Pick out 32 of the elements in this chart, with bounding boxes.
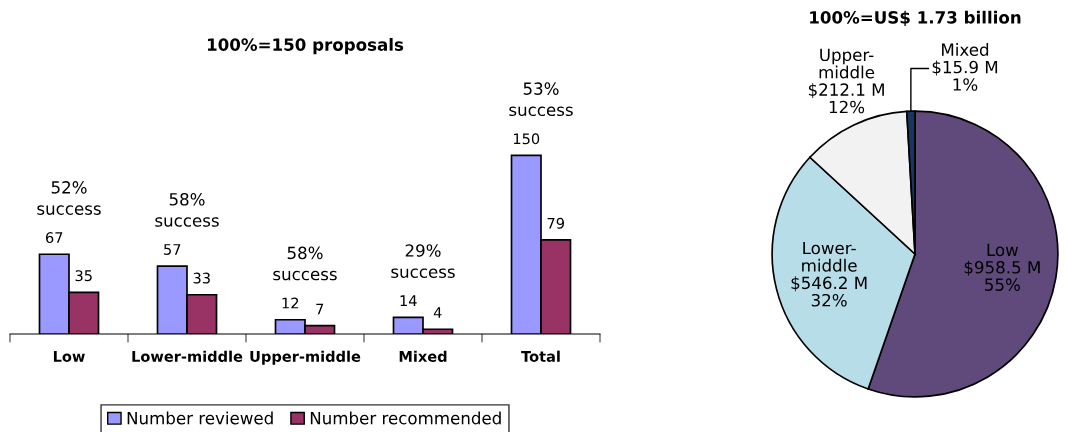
data-label: 14 xyxy=(400,295,417,306)
data-label: 33 xyxy=(193,272,210,284)
data-label: 7 xyxy=(316,303,324,315)
data-label: $958.5 M 55% xyxy=(964,260,1040,291)
data-label: $546.2 M 32% xyxy=(791,276,867,307)
data-label: 35 xyxy=(75,270,92,282)
slice-label: Lower-middle xyxy=(802,241,857,272)
data-label: 79 xyxy=(547,217,564,229)
data-label: 4 xyxy=(433,307,442,318)
slice-label: Low xyxy=(987,243,1019,257)
data-label: 67 xyxy=(45,232,63,244)
annotation: 58% success xyxy=(273,246,337,281)
chart-title: 100%=150 proposals xyxy=(207,38,404,55)
x-tick-label: Lower-middle xyxy=(132,350,243,362)
legend-label: Number recommended xyxy=(310,411,501,425)
x-tick-label: Mixed xyxy=(399,350,447,362)
annotation: 29% success xyxy=(391,244,455,278)
annotation: 58% success xyxy=(155,193,219,227)
slice-label: Upper-middle xyxy=(819,48,875,79)
data-label: $15.9 M 1% xyxy=(932,60,998,91)
slice-label: Mixed xyxy=(942,43,989,56)
x-tick-label: Low xyxy=(53,351,85,362)
chart-title: 100%=US$ 1.73 billion xyxy=(810,10,1021,26)
data-label: $212.1 M 12% xyxy=(808,83,884,114)
data-label: 12 xyxy=(282,297,299,309)
x-tick-label: Upper-middle xyxy=(250,350,361,365)
x-tick-label: Total xyxy=(521,350,560,362)
text: 53% success xyxy=(509,82,573,117)
data-label: 150 xyxy=(513,133,540,145)
data-label: 57 xyxy=(164,244,181,255)
legend-label: Number reviewed xyxy=(127,411,273,425)
annotation: 52% success xyxy=(37,181,101,215)
